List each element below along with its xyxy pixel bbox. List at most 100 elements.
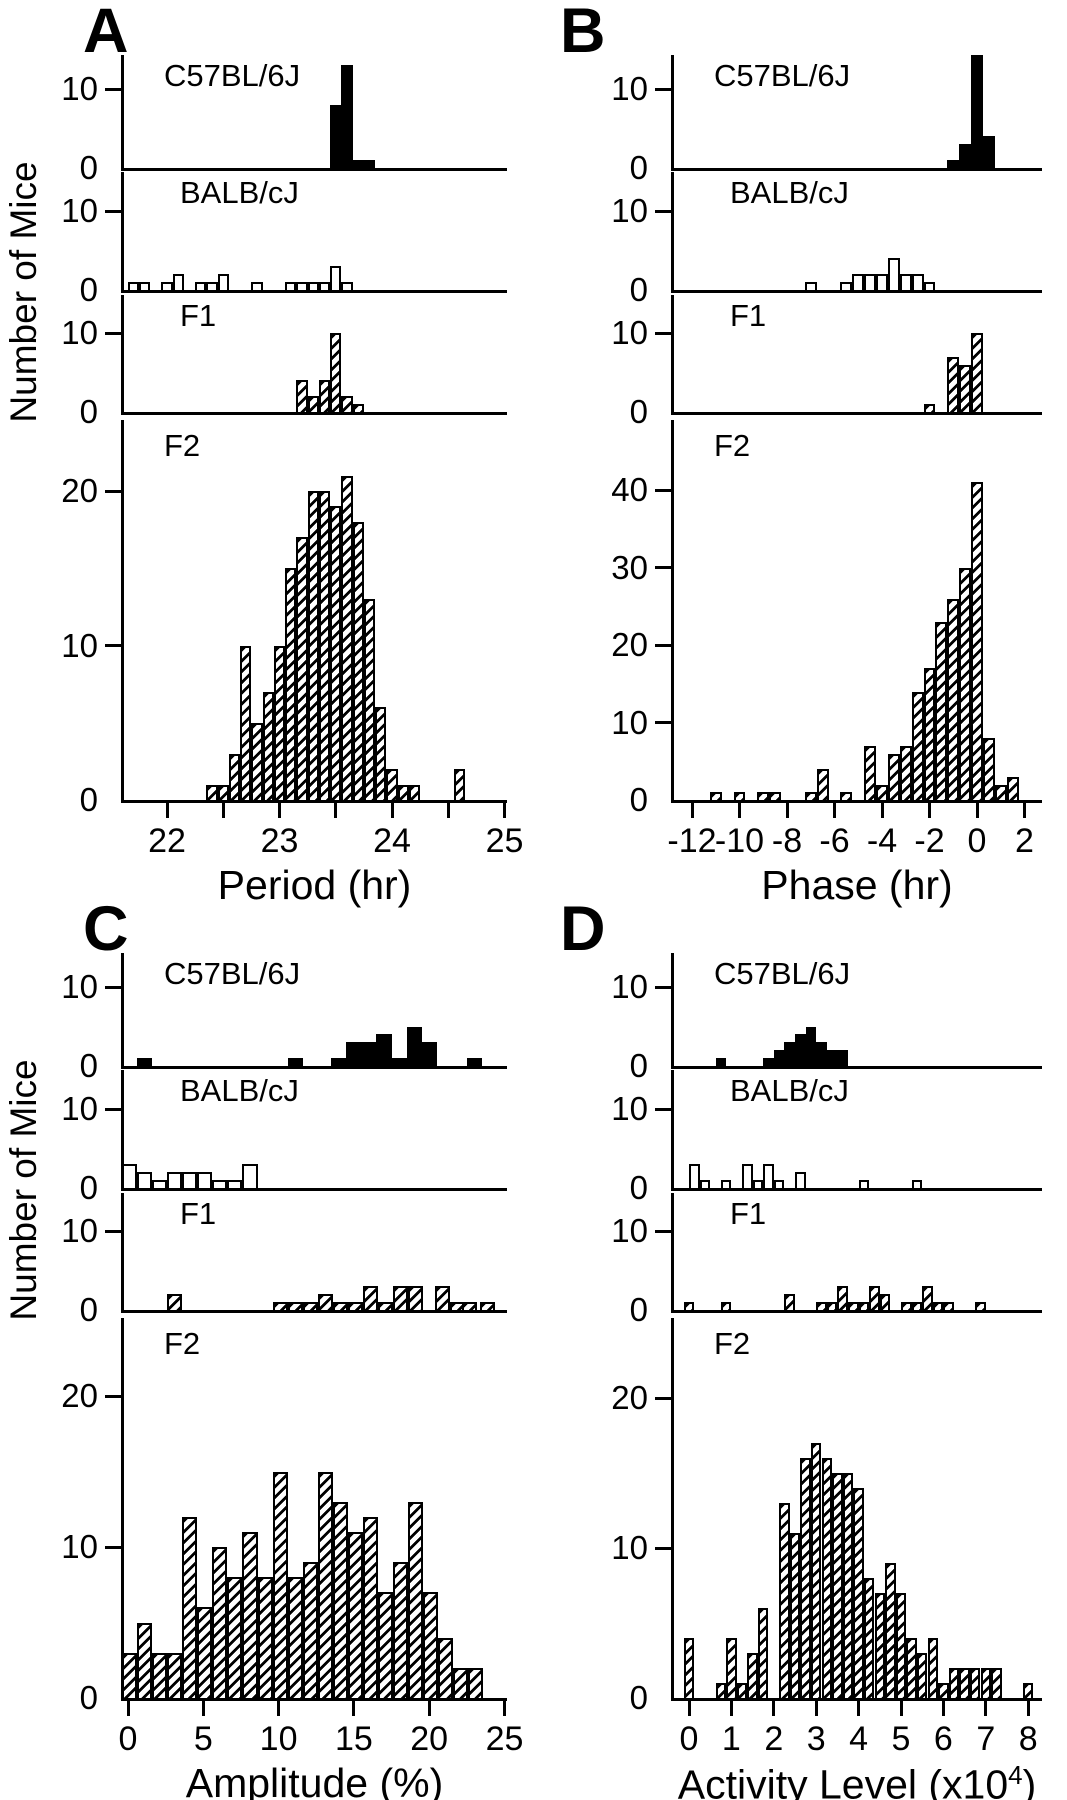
histogram-bar xyxy=(352,404,364,414)
x-tick xyxy=(899,1701,903,1716)
y-tick-label: 10 xyxy=(611,192,648,229)
histogram-bar xyxy=(826,1302,838,1312)
y-tick-label: 0 xyxy=(629,1169,648,1206)
x-axis-title: Amplitude (%) xyxy=(185,1760,444,1800)
histogram-bar xyxy=(757,792,770,802)
x-tick xyxy=(857,1701,861,1716)
y-tick-label: 0 xyxy=(79,781,98,818)
histogram-bar xyxy=(393,1286,409,1312)
strain-label-balb-cj: BALB/cJ xyxy=(180,1073,299,1108)
histogram-bar xyxy=(887,753,900,802)
histogram-bar xyxy=(341,396,353,414)
strain-label-c57bl-6j: C57BL/6J xyxy=(714,956,851,991)
y-tick xyxy=(655,566,672,569)
histogram-bar xyxy=(285,282,297,292)
histogram-bar xyxy=(453,769,466,802)
histogram-bar xyxy=(821,1458,833,1700)
histogram-bar xyxy=(408,1286,424,1312)
y-tick-label: 0 xyxy=(629,781,648,818)
x-tick-label: -2 xyxy=(914,822,945,860)
histogram-bar xyxy=(922,1286,933,1312)
histogram-bar xyxy=(227,1180,243,1190)
y-axis-line xyxy=(670,55,674,171)
histogram-bar xyxy=(959,144,972,170)
histogram-bar xyxy=(227,1577,243,1700)
histogram-bar xyxy=(251,282,263,292)
histogram-bar xyxy=(911,274,924,292)
histogram-bar xyxy=(715,1683,727,1700)
y-tick-label: 10 xyxy=(61,1090,98,1127)
x-axis-title-text: Activity Level (x10 xyxy=(677,1761,1009,1800)
histogram-bar xyxy=(923,282,936,292)
histogram-bar xyxy=(911,1302,923,1312)
histogram-bar xyxy=(182,1172,198,1190)
strain-label-f2: F2 xyxy=(164,1326,201,1361)
histogram-bar xyxy=(127,282,139,292)
histogram-bar xyxy=(816,769,829,802)
y-tick xyxy=(105,1107,122,1111)
histogram-bar xyxy=(296,380,308,414)
x-tick xyxy=(738,803,741,818)
x-axis-title-text: ) xyxy=(1022,1761,1037,1800)
histogram-bar xyxy=(994,784,1007,802)
histogram-bar xyxy=(206,282,218,292)
histogram-bar xyxy=(864,274,877,292)
y-tick xyxy=(655,1546,672,1550)
y-axis-line xyxy=(670,172,674,293)
x-tick-label: 4 xyxy=(849,1720,869,1758)
x-tick-label: 7 xyxy=(976,1720,996,1758)
x-tick xyxy=(772,1701,776,1716)
strain-label-c57bl-6j: C57BL/6J xyxy=(714,58,851,93)
y-axis-line xyxy=(120,1070,124,1191)
y-axis-line xyxy=(120,172,124,293)
x-tick xyxy=(975,803,979,818)
histogram-bar xyxy=(302,1562,318,1700)
x-tick xyxy=(334,803,338,818)
x-tick-label: 6 xyxy=(933,1720,953,1758)
y-tick-label: 0 xyxy=(79,1291,98,1328)
y-tick-label: 0 xyxy=(79,1169,98,1206)
x-tick xyxy=(221,803,225,818)
y-tick xyxy=(105,644,122,647)
histogram-bar xyxy=(341,65,353,170)
y-axis-line xyxy=(120,55,124,171)
histogram-bar xyxy=(752,1180,764,1190)
histogram-bar xyxy=(869,1286,880,1312)
histogram-bar xyxy=(911,691,924,802)
x-tick xyxy=(1026,1701,1030,1716)
x-tick xyxy=(984,1701,988,1716)
panel-letter-D: D xyxy=(560,894,606,964)
y-tick-label: 10 xyxy=(61,314,98,351)
histogram-bar xyxy=(947,598,960,802)
histogram-bar xyxy=(386,769,398,802)
y-axis-line xyxy=(670,953,674,1069)
histogram-bar xyxy=(137,1058,153,1068)
y-tick xyxy=(105,331,122,335)
y-tick-label: 0 xyxy=(629,1291,648,1328)
histogram-bar xyxy=(217,274,229,292)
y-axis-line xyxy=(670,295,674,415)
histogram-bar xyxy=(947,356,960,414)
y-tick-label: 20 xyxy=(61,1377,98,1414)
y-tick xyxy=(105,985,122,989)
histogram-bar xyxy=(406,1026,422,1068)
x-axis-line xyxy=(120,1066,507,1069)
y-tick xyxy=(655,488,672,492)
x-tick-label: 5 xyxy=(193,1720,213,1758)
histogram-bar xyxy=(980,1668,992,1700)
histogram-bar xyxy=(307,396,319,414)
histogram-bar xyxy=(959,1668,970,1700)
histogram-bar xyxy=(212,1547,228,1700)
x-tick-label: -10 xyxy=(714,822,765,860)
histogram-bar xyxy=(784,1042,795,1068)
histogram-bar xyxy=(826,1050,838,1068)
histogram-bar xyxy=(182,1516,198,1700)
x-tick-label: 0 xyxy=(118,1720,138,1758)
histogram-bar xyxy=(876,274,888,292)
histogram-bar xyxy=(858,1302,870,1312)
histogram-bar xyxy=(195,282,207,292)
histogram-bar xyxy=(377,1592,394,1700)
histogram-bar xyxy=(726,1638,737,1700)
y-tick-label: 10 xyxy=(61,1528,98,1565)
histogram-bar xyxy=(852,274,865,292)
